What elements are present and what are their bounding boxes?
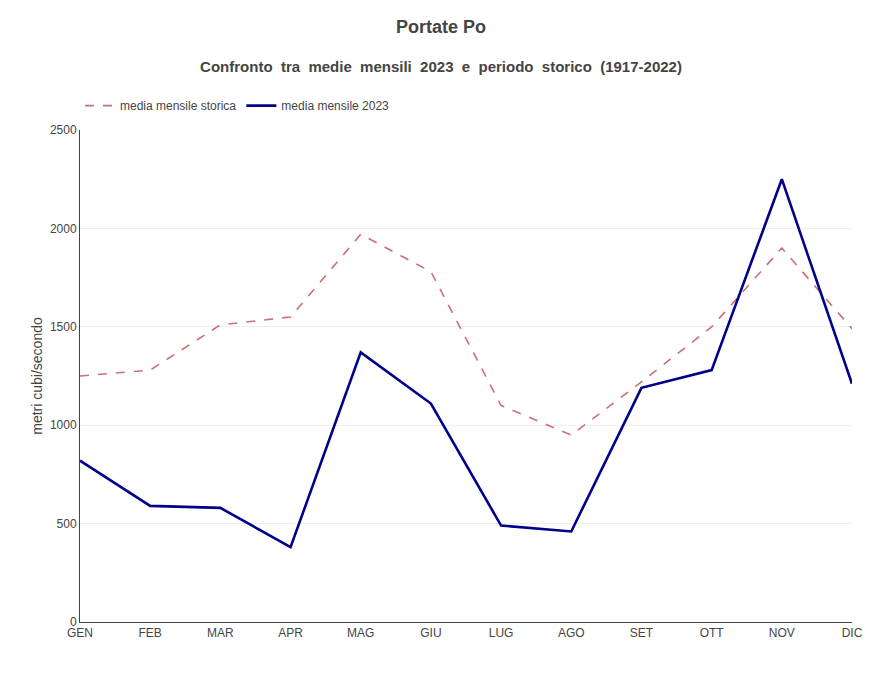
svg-text:APR: APR [278, 626, 303, 640]
svg-text:FEB: FEB [139, 626, 162, 640]
svg-text:Confronto tra medie mensili: Confronto tra medie mensili 2023 e perio… [200, 58, 682, 75]
svg-text:1500: 1500 [50, 320, 77, 334]
svg-text:media mensile 2023: media mensile 2023 [281, 99, 389, 113]
svg-text:OTT: OTT [700, 626, 725, 640]
svg-text:SET: SET [630, 626, 654, 640]
svg-text:GIU: GIU [420, 626, 441, 640]
svg-text:500: 500 [57, 517, 77, 531]
svg-text:2500: 2500 [50, 123, 77, 137]
svg-text:AGO: AGO [558, 626, 585, 640]
svg-text:NOV: NOV [769, 626, 795, 640]
svg-text:1000: 1000 [50, 418, 77, 432]
svg-text:DIC: DIC [842, 626, 863, 640]
svg-text:GEN: GEN [67, 626, 93, 640]
svg-text:MAG: MAG [347, 626, 374, 640]
svg-text:MAR: MAR [207, 626, 234, 640]
svg-text:2000: 2000 [50, 222, 77, 236]
svg-text:Portate Po: Portate Po [396, 17, 486, 37]
svg-text:media mensile storica: media mensile storica [120, 99, 236, 113]
svg-text:LUG: LUG [489, 626, 514, 640]
svg-text:metri cubi/secondo: metri cubi/secondo [29, 317, 45, 435]
svg-text:0: 0 [70, 615, 77, 629]
